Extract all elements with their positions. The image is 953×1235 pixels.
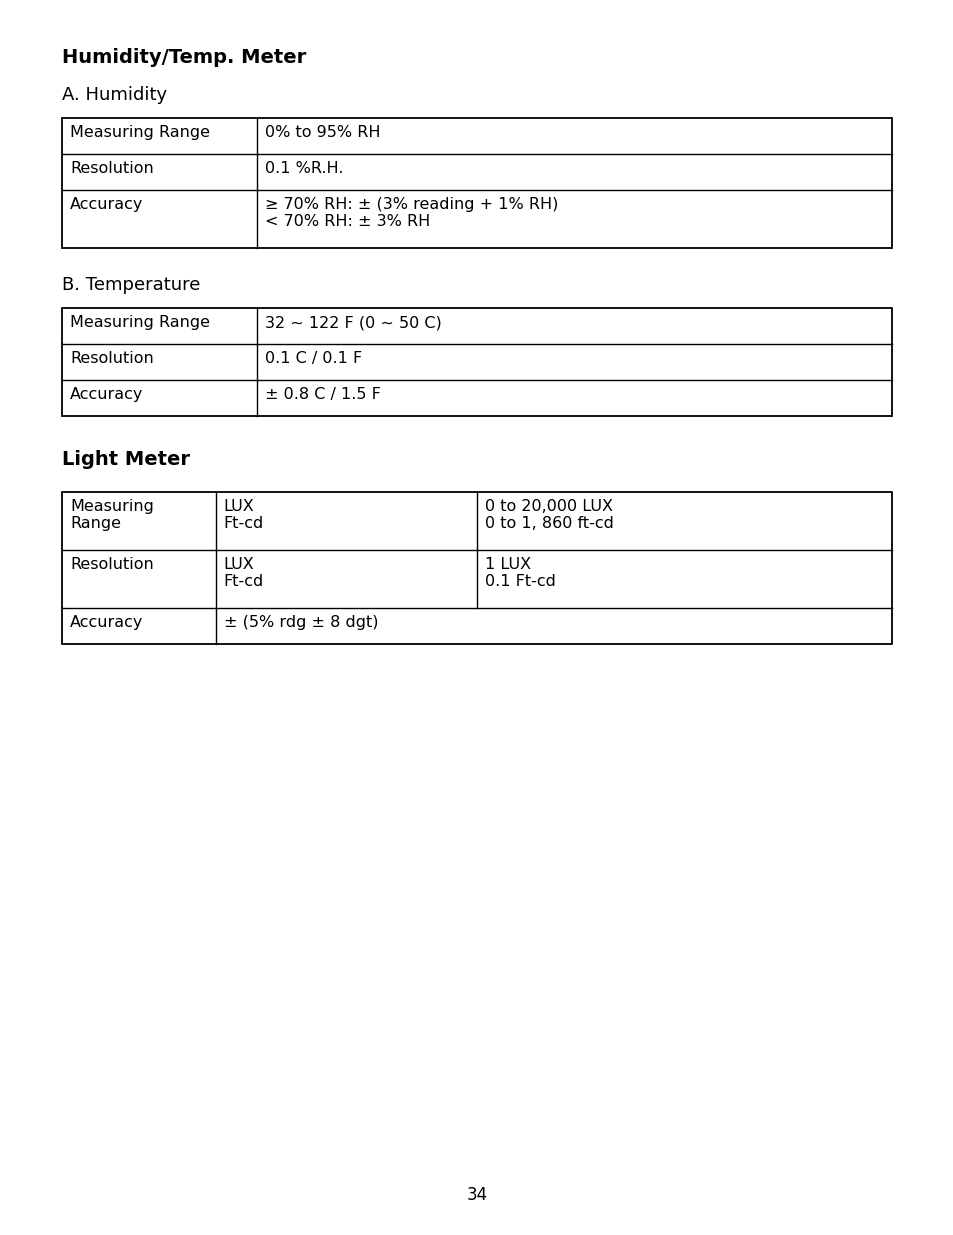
Text: 0% to 95% RH: 0% to 95% RH xyxy=(265,125,380,140)
Text: 32 ~ 122 F (0 ~ 50 C): 32 ~ 122 F (0 ~ 50 C) xyxy=(265,315,441,330)
Text: Light Meter: Light Meter xyxy=(62,450,190,469)
Text: Resolution: Resolution xyxy=(70,161,153,177)
Text: Resolution: Resolution xyxy=(70,557,153,572)
Text: Accuracy: Accuracy xyxy=(70,615,143,630)
Bar xyxy=(62,308,891,416)
Text: 0 to 20,000 LUX
0 to 1, 860 ft-cd: 0 to 20,000 LUX 0 to 1, 860 ft-cd xyxy=(484,499,613,531)
Bar xyxy=(62,492,891,643)
Text: ≥ 70% RH: ± (3% reading + 1% RH)
< 70% RH: ± 3% RH: ≥ 70% RH: ± (3% reading + 1% RH) < 70% R… xyxy=(265,198,558,230)
Text: Accuracy: Accuracy xyxy=(70,387,143,403)
Text: 0.1 C / 0.1 F: 0.1 C / 0.1 F xyxy=(265,351,362,366)
Text: 34: 34 xyxy=(466,1186,487,1204)
Text: Measuring
Range: Measuring Range xyxy=(70,499,153,531)
Text: 1 LUX
0.1 Ft-cd: 1 LUX 0.1 Ft-cd xyxy=(484,557,556,589)
Text: Measuring Range: Measuring Range xyxy=(70,315,210,330)
Text: ± (5% rdg ± 8 dgt): ± (5% rdg ± 8 dgt) xyxy=(223,615,377,630)
Text: Humidity/Temp. Meter: Humidity/Temp. Meter xyxy=(62,48,306,67)
Text: ± 0.8 C / 1.5 F: ± 0.8 C / 1.5 F xyxy=(265,387,380,403)
Text: 0.1 %R.H.: 0.1 %R.H. xyxy=(265,161,343,177)
Text: Resolution: Resolution xyxy=(70,351,153,366)
Text: Accuracy: Accuracy xyxy=(70,198,143,212)
Text: LUX
Ft-cd: LUX Ft-cd xyxy=(223,499,264,531)
Text: LUX
Ft-cd: LUX Ft-cd xyxy=(223,557,264,589)
Text: A. Humidity: A. Humidity xyxy=(62,86,167,104)
Text: B. Temperature: B. Temperature xyxy=(62,275,200,294)
Text: Measuring Range: Measuring Range xyxy=(70,125,210,140)
Bar xyxy=(62,119,891,248)
